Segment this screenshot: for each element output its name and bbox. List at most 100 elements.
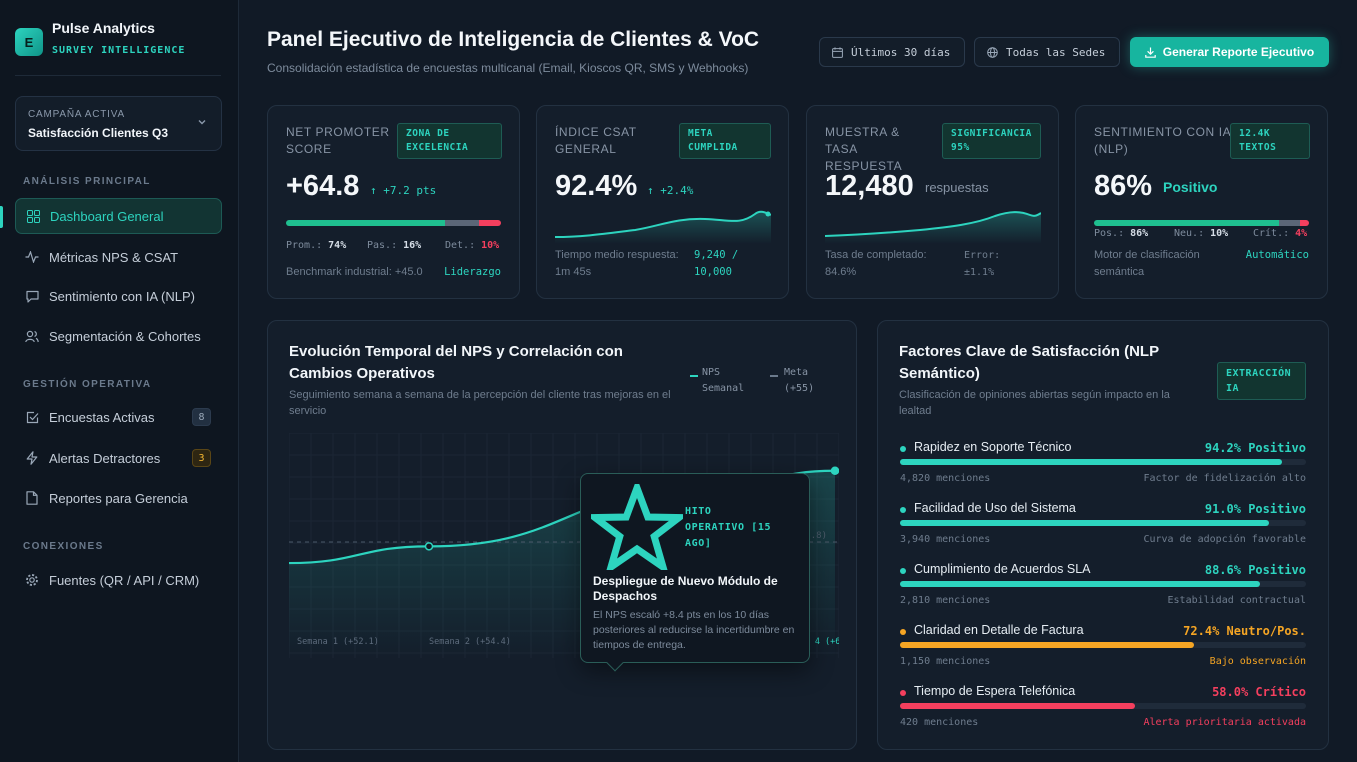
bolt-icon — [25, 451, 39, 465]
kpi-badge: 12.4K TEXTOS — [1230, 123, 1310, 159]
factor-mentions: 2,810 menciones — [900, 595, 991, 606]
kpi-error: Error: ±1.1% — [964, 250, 1001, 278]
stat-value: 10% — [481, 240, 500, 251]
factor-name: Facilidad de Uso del Sistema — [914, 501, 1076, 515]
factor-bar-track — [900, 703, 1306, 709]
neutral-segment — [1278, 220, 1301, 226]
factor-note: Factor de fidelización alto — [1143, 473, 1306, 484]
factors-title: Factores Clave de Satisfacción (NLP Semá… — [899, 343, 1159, 382]
factor-dot — [900, 446, 906, 452]
kpi-card-csat: ÍNDICE CSAT GENERAL META CUMPLIDA 92.4% … — [536, 105, 789, 299]
sites-label: Todas las Sedes — [1006, 45, 1106, 59]
sidebar-item-alerts[interactable]: Alertas Detractores 3 — [15, 440, 222, 476]
sidebar-item-sources[interactable]: Fuentes (QR / API / CRM) — [15, 562, 222, 598]
factor-note: Alerta prioritaria activada — [1143, 717, 1306, 728]
nps-point — [424, 542, 434, 551]
promoters-segment — [286, 220, 446, 226]
stat-key: Prom.: — [286, 240, 323, 251]
kpi-unit: respuestas — [925, 180, 989, 195]
factor-mentions: 3,940 menciones — [900, 534, 991, 545]
stat-promoters: Prom.: 74% — [286, 240, 346, 251]
kpi-value: 12,480 — [825, 170, 914, 202]
sidebar-item-label: Métricas NPS & CSAT — [49, 249, 179, 265]
legend-swatch — [690, 375, 698, 377]
sidebar-item-dashboard[interactable]: Dashboard General — [15, 198, 222, 234]
generate-report-button[interactable]: Generar Reporte Ejecutivo — [1130, 37, 1329, 67]
factors-card: Factores Clave de Satisfacción (NLP Semá… — [877, 320, 1329, 750]
document-icon — [25, 491, 39, 505]
legend-label: NPS Semanal — [702, 367, 745, 394]
generate-report-label: Generar Reporte Ejecutivo — [1162, 45, 1315, 59]
factor-dot — [900, 629, 906, 635]
tooltip-arrow — [606, 654, 624, 672]
kpi-sentiment-tag: Positivo — [1163, 179, 1218, 195]
stat-key: Neu.: — [1174, 228, 1205, 239]
nps-point — [830, 466, 839, 476]
factor-bar-track — [900, 459, 1306, 465]
kpi-label: ÍNDICE CSAT GENERAL — [555, 125, 637, 156]
kpi-footnote: Motor de clasificación semántica — [1094, 249, 1200, 278]
sidebar-item-label: Fuentes (QR / API / CRM) — [49, 572, 200, 588]
factor-bar-fill — [900, 642, 1194, 648]
active-indicator — [0, 206, 3, 228]
campaign-selector[interactable]: CAMPAÑA ACTIVA Satisfacción Clientes Q3 — [15, 96, 222, 151]
sample-sparkline — [825, 211, 1041, 244]
factor-note: Bajo observación — [1209, 656, 1306, 667]
stat-positive: Pos.: 86% — [1094, 228, 1148, 239]
sidebar-item-segmentation[interactable]: Segmentación & Cohortes — [15, 318, 222, 354]
sidebar-item-reports[interactable]: Reportes para Gerencia — [15, 480, 222, 516]
factor-bar-fill — [900, 520, 1270, 526]
x-tick-label: Semana 1 (+52.1) — [297, 637, 379, 647]
brand-subtitle: SURVEY INTELLIGENCE — [52, 45, 186, 56]
stat-value: 4% — [1295, 228, 1308, 239]
gear-icon — [25, 573, 39, 587]
csat-sparkline — [555, 210, 771, 244]
download-icon — [1144, 47, 1156, 58]
factor-note: Estabilidad contractual — [1167, 595, 1306, 606]
factor-dot — [900, 507, 906, 513]
sidebar-item-sentiment[interactable]: Sentimiento con IA (NLP) — [15, 278, 222, 314]
sentiment-split-bar — [1094, 220, 1309, 226]
critical-segment — [1300, 220, 1309, 226]
factor-row: Claridad en Detalle de Factura 72.4% Neut… — [900, 623, 1306, 671]
x-tick-label: Semana 2 (+54.4) — [429, 637, 511, 647]
sidebar: E Pulse Analytics SURVEY INTELLIGENCE CA… — [0, 0, 239, 762]
sidebar-item-metrics[interactable]: Métricas NPS & CSAT — [15, 239, 222, 275]
calendar-icon — [832, 46, 843, 58]
factor-percentage: 72.4% Neutro/Pos. — [1183, 624, 1306, 638]
factor-dot — [900, 690, 906, 696]
kpi-label: NET PROMOTER SCORE — [286, 125, 390, 156]
legend-label: Meta (+55) — [784, 367, 815, 394]
factor-row: Cumplimiento de Acuerdos SLA 88.6% Positi… — [900, 562, 1306, 610]
factor-mentions: 1,150 menciones — [900, 656, 991, 667]
legend-item-nps: NPS Semanal — [690, 365, 752, 397]
page-title: Panel Ejecutivo de Inteligencia de Clien… — [267, 28, 760, 51]
stat-value: 16% — [403, 240, 422, 251]
milestone-tag: HITO OPERATIVO [15 AGO] — [685, 506, 772, 549]
alert-count-badge: 3 — [192, 449, 211, 467]
brand-title: Pulse Analytics — [52, 20, 155, 36]
factor-percentage: 88.6% Positivo — [1204, 563, 1306, 577]
sidebar-item-label: Encuestas Activas — [49, 409, 155, 425]
brand-logo: E — [15, 28, 43, 56]
nps-split-bar — [286, 220, 501, 226]
divider — [15, 75, 221, 76]
positive-segment — [1094, 220, 1279, 226]
factor-bar-track — [900, 642, 1306, 648]
factor-name: Cumplimiento de Acuerdos SLA — [914, 562, 1091, 576]
stat-neutral: Neu.: 10% — [1174, 228, 1228, 239]
extraction-badge: EXTRACCIÓN IA — [1217, 362, 1306, 400]
factor-percentage: 58.0% Crítico — [1212, 685, 1306, 699]
sites-filter-button[interactable]: Todas las Sedes — [974, 37, 1120, 67]
period-filter-button[interactable]: Últimos 30 días — [819, 37, 965, 67]
sidebar-item-surveys[interactable]: Encuestas Activas 8 — [15, 399, 222, 435]
legend-swatch — [770, 375, 778, 377]
chevron-down-icon — [197, 117, 207, 130]
stat-key: Pas.: — [367, 240, 398, 251]
factor-bar-fill — [900, 703, 1136, 709]
kpi-delta: ↑ +2.4% — [647, 184, 694, 197]
factor-dot — [900, 568, 906, 574]
star-icon — [591, 484, 683, 570]
kpi-label: MUESTRA & TASA RESPUESTA — [825, 125, 903, 173]
stat-key: Det.: — [445, 240, 476, 251]
